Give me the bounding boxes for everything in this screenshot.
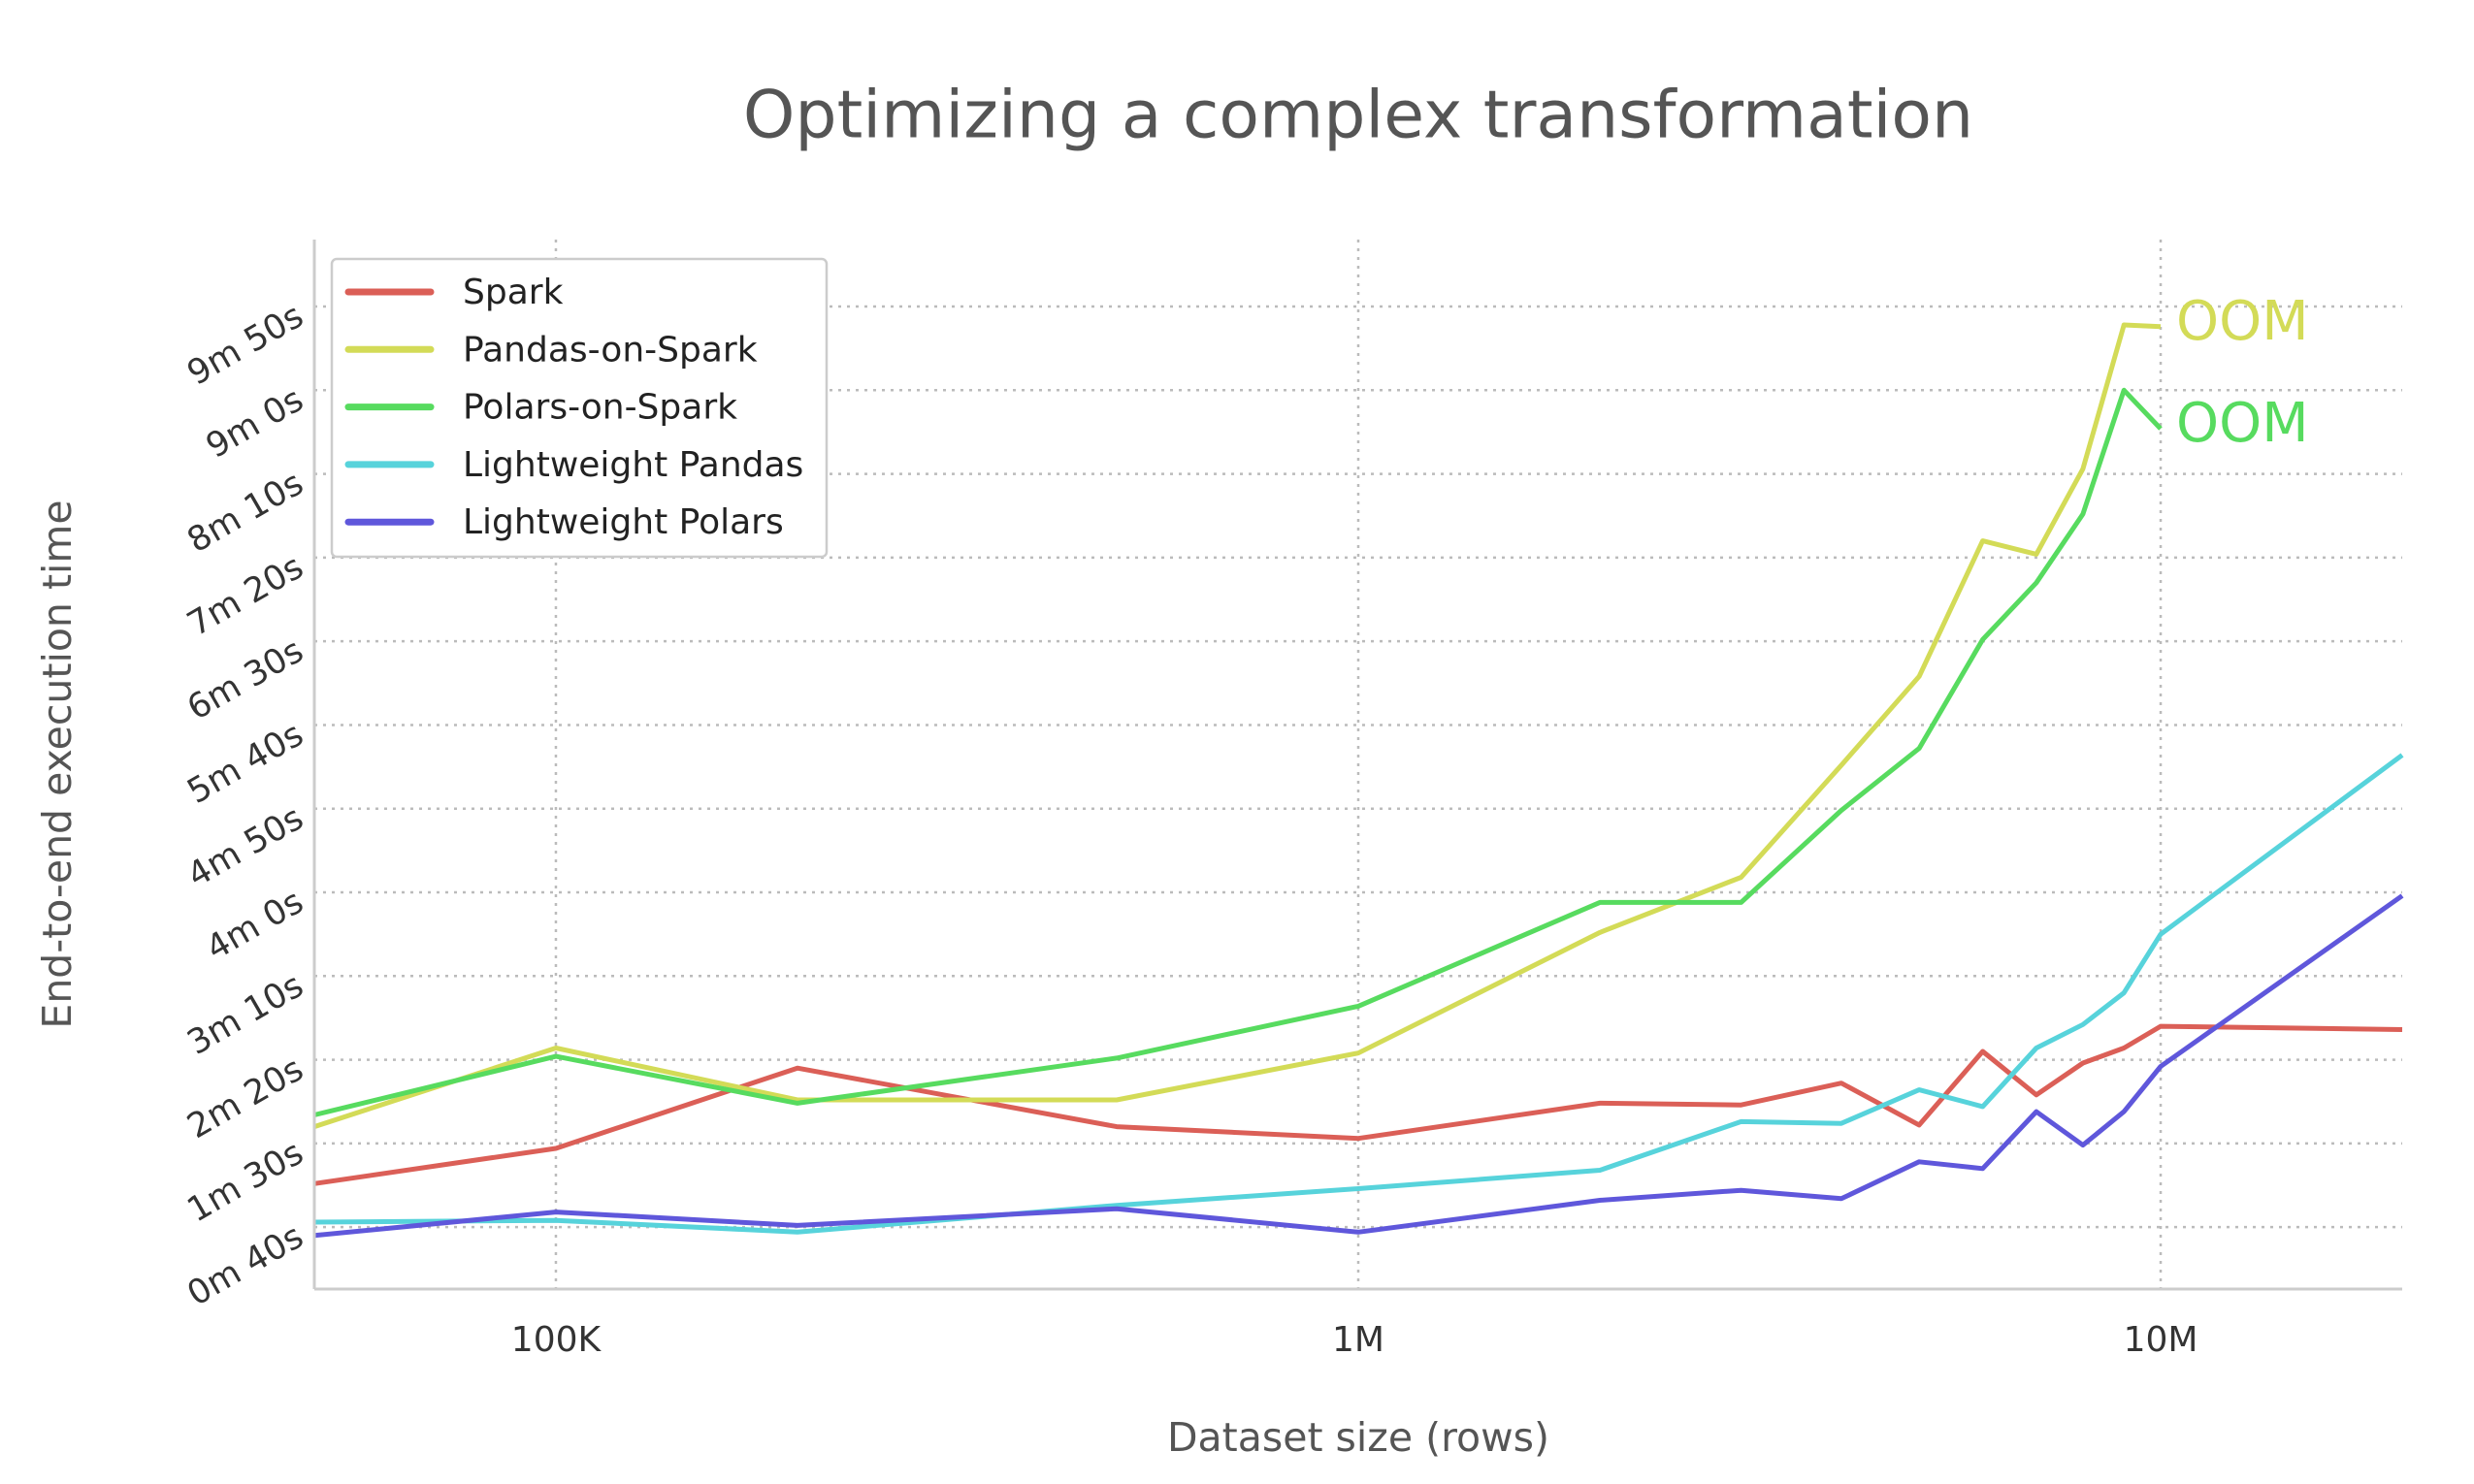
end-label: OOM xyxy=(2176,290,2308,353)
y-axis-label: End-to-end execution time xyxy=(34,500,81,1028)
legend-box xyxy=(330,257,829,559)
grid xyxy=(314,240,2402,1289)
legend-label: Lightweight Pandas xyxy=(463,445,803,485)
series-line xyxy=(313,322,2162,1129)
x-tick-label: 100K xyxy=(511,1320,602,1360)
x-tick-label: 1M xyxy=(1332,1320,1384,1360)
legend: Spark Pandas-on-Spark Polars-on-Spark Light… xyxy=(330,257,829,559)
legend-label: Polars-on-Spark xyxy=(463,388,737,428)
series-line xyxy=(313,387,2163,1117)
x-axis-label: Dataset size (rows) xyxy=(1167,1414,1549,1461)
legend-label: Spark xyxy=(463,273,564,312)
plot-area: OOM OOM xyxy=(313,290,2404,1239)
series-line xyxy=(313,753,2404,1235)
x-tick-label: 10M xyxy=(2124,1320,2198,1360)
end-label: OOM xyxy=(2176,392,2308,455)
series-line xyxy=(313,893,2404,1239)
chart-title: Optimizing a complex transformation xyxy=(743,78,1973,154)
legend-label: Pandas-on-Spark xyxy=(463,330,758,370)
legend-label: Lightweight Polars xyxy=(463,502,784,542)
